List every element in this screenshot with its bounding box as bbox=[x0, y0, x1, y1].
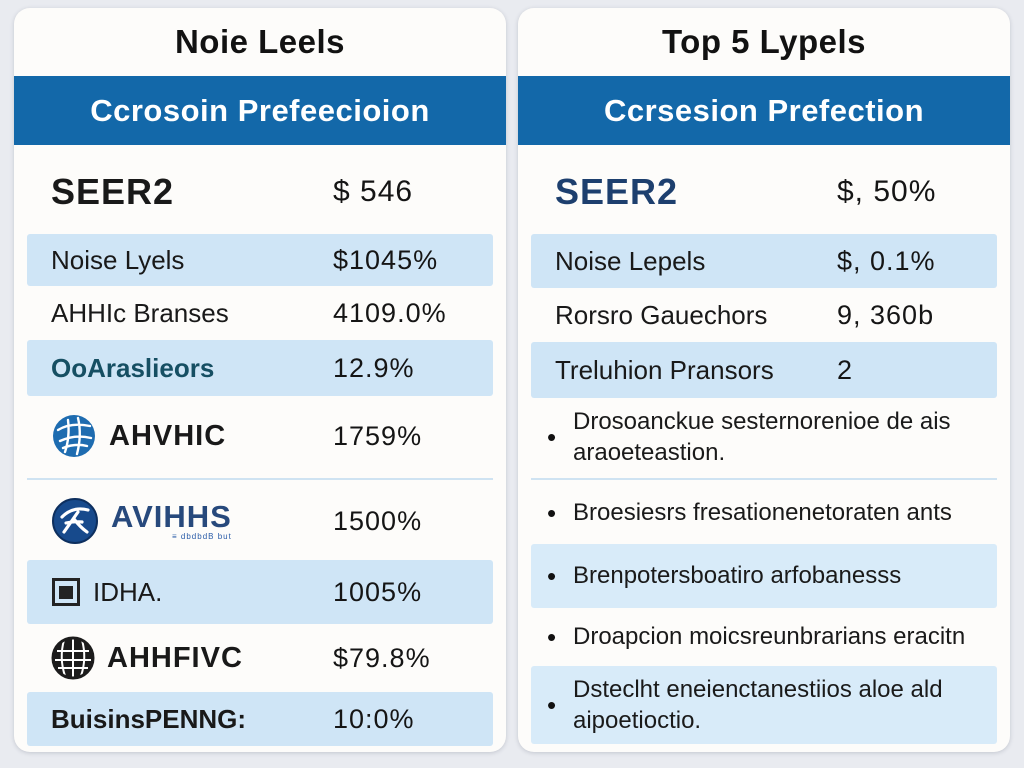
table-row: BuisinsPENNG: 10:0% bbox=[27, 692, 493, 746]
row-label: Treluhion Pransors bbox=[555, 354, 774, 385]
row-value: 1759% bbox=[333, 420, 423, 451]
list-item: Droapcion moicsreunbrarians eracitn bbox=[531, 608, 997, 666]
row-value: $, 50% bbox=[837, 175, 937, 208]
table-row: Noise Lepels $, 0.1% bbox=[531, 234, 997, 288]
table-row: Treluhion Pransors 2 bbox=[531, 342, 997, 398]
row-label: AHHFIVC bbox=[107, 641, 243, 674]
list-item: Drosoanckue sesternorenioe de ais araoet… bbox=[531, 398, 997, 476]
row-label: AHVHIC bbox=[109, 419, 227, 452]
row-value: 12.9% bbox=[333, 352, 415, 383]
table-row: AHHFIVC $79.8% bbox=[27, 624, 493, 692]
table-row: IDHA. 1005% bbox=[27, 560, 493, 624]
right-panel-banner: Ccrsesion Prefection bbox=[518, 76, 1010, 145]
row-label: SEER2 bbox=[555, 171, 679, 212]
globe-blue-icon bbox=[51, 413, 97, 459]
table-row: AHVHIC 1759% bbox=[27, 396, 493, 476]
row-label: Rorsro Gauechors bbox=[555, 299, 768, 330]
row-value: 1005% bbox=[333, 576, 423, 607]
row-value: 9, 360b bbox=[837, 299, 935, 330]
row-divider bbox=[531, 478, 997, 480]
bullet-icon bbox=[547, 624, 573, 650]
bullet-text: Broesiesrs fresationenetoraten ants bbox=[573, 499, 952, 527]
bullet-text: Droapcion moicsreunbrarians eracitn bbox=[573, 623, 966, 651]
square-icon bbox=[51, 577, 81, 607]
row-value: $ 546 bbox=[333, 175, 414, 208]
right-comparison-panel: Top 5 Lypels Ccrsesion Prefection SEER2 … bbox=[518, 8, 1010, 752]
left-panel-title: Noie Leels bbox=[174, 23, 346, 60]
row-value: 4109.0% bbox=[333, 297, 447, 328]
bullet-icon bbox=[547, 424, 573, 450]
globe-black-icon bbox=[51, 636, 95, 680]
row-label: OoAraslieors bbox=[51, 352, 215, 383]
row-sublabel: ≡ dbdbdB but bbox=[172, 532, 232, 541]
left-panel-table: SEER2 $ 546 Noise Lyels $1045% AHHIc Bra… bbox=[14, 145, 506, 746]
list-item: Dsteclht eneienctanestiios aloe ald aipo… bbox=[531, 666, 997, 744]
table-row: SEER2 $ 546 bbox=[27, 150, 493, 234]
row-label: AVIHHS bbox=[111, 499, 232, 534]
left-comparison-panel: Noie Leels Ccrosoin Prefeecioion SEER2 $… bbox=[14, 8, 506, 752]
table-row: AVIHHS ≡ dbdbdB but 1500% bbox=[27, 482, 493, 560]
row-label: AHHIc Branses bbox=[51, 297, 229, 328]
row-label: SEER2 bbox=[51, 171, 175, 212]
list-item: Brenpotersboatiro arfobanesss bbox=[531, 544, 997, 608]
bullet-text: Brenpotersboatiro arfobanesss bbox=[573, 562, 902, 590]
row-value: $1045% bbox=[333, 244, 439, 275]
bullet-icon bbox=[547, 692, 573, 718]
row-divider bbox=[27, 478, 493, 480]
bullet-text: Dsteclht eneienctanestiios aloe ald aipo… bbox=[573, 675, 943, 734]
list-item: Broesiesrs fresationenetoraten ants bbox=[531, 482, 997, 544]
row-value: 1500% bbox=[333, 505, 423, 536]
bullet-icon bbox=[547, 563, 573, 589]
table-row: AHHIc Branses 4109.0% bbox=[27, 286, 493, 340]
table-row: Rorsro Gauechors 9, 360b bbox=[531, 288, 997, 342]
table-row: OoAraslieors 12.9% bbox=[27, 340, 493, 396]
left-panel-banner: Ccrosoin Prefeecioion bbox=[14, 76, 506, 145]
row-value: 10:0% bbox=[333, 703, 415, 734]
row-label: IDHA. bbox=[93, 576, 163, 607]
row-value: $, 0.1% bbox=[837, 245, 936, 276]
table-row: SEER2 $, 50% bbox=[531, 150, 997, 234]
circle-emblem-icon bbox=[51, 497, 99, 545]
row-label: Noise Lyels bbox=[51, 244, 185, 275]
row-label: BuisinsPENNG: bbox=[51, 703, 247, 734]
bullet-icon bbox=[547, 500, 573, 526]
row-label: Noise Lepels bbox=[555, 245, 706, 276]
table-row: Noise Lyels $1045% bbox=[27, 234, 493, 286]
right-panel-title: Top 5 Lypels bbox=[661, 23, 867, 60]
bullet-text: Drosoanckue sesternorenioe de ais araoet… bbox=[573, 407, 951, 466]
row-value: $79.8% bbox=[333, 642, 431, 673]
row-value: 2 bbox=[837, 354, 854, 385]
right-panel-table: SEER2 $, 50% Noise Lepels $, 0.1% Rorsro… bbox=[518, 145, 1010, 744]
